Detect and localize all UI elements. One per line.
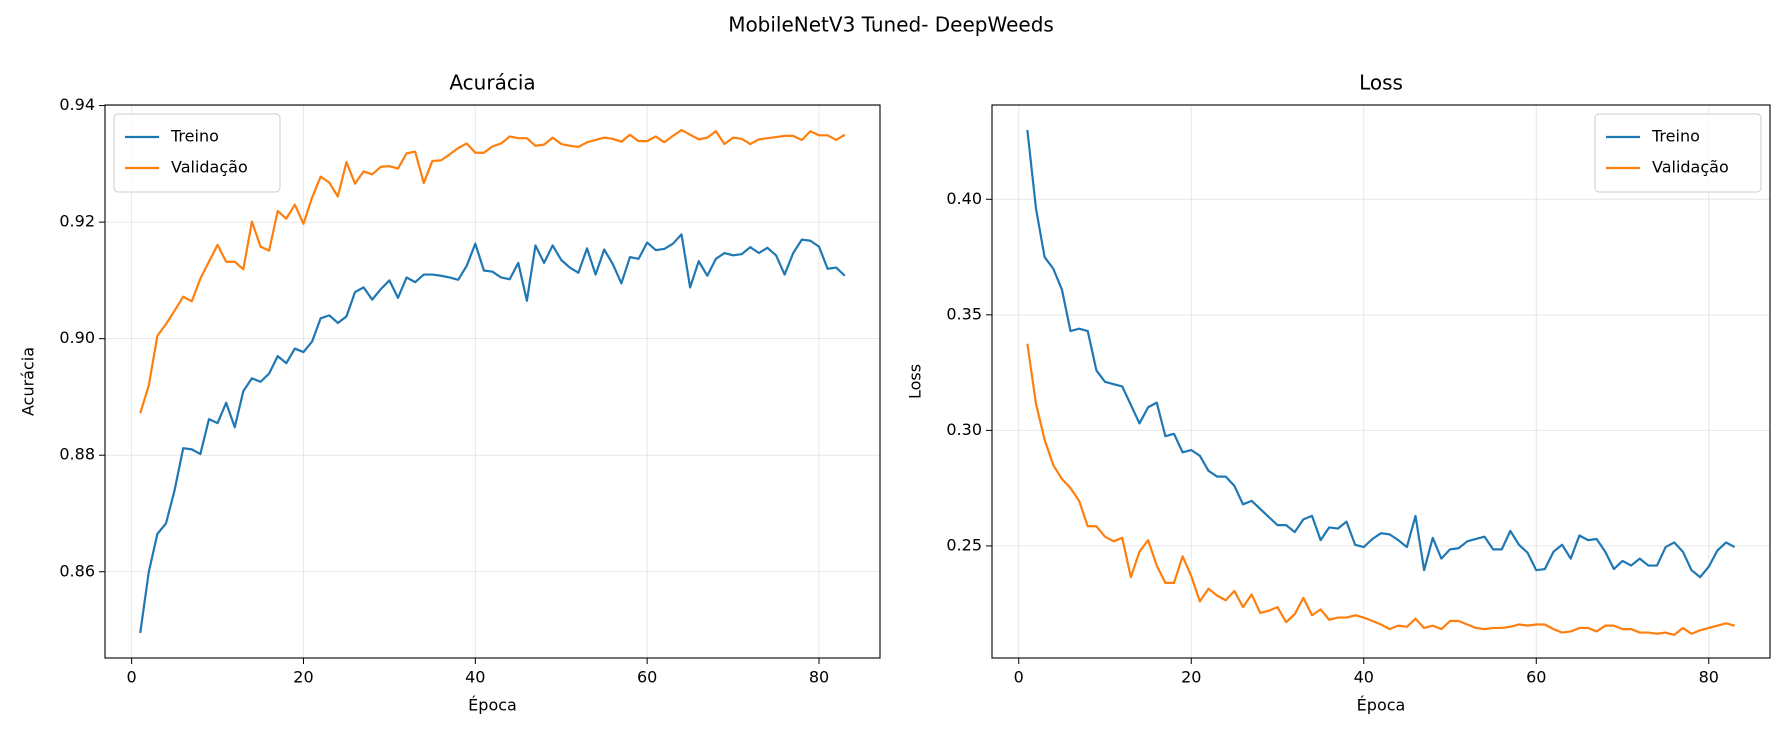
y-axis-label: Loss xyxy=(906,364,925,399)
axes-frame xyxy=(104,104,881,659)
x-tick-label: 40 xyxy=(465,668,485,687)
figure-title: MobileNetV3 Tuned- DeepWeeds xyxy=(728,13,1054,37)
y-tick-label: 0.94 xyxy=(59,95,95,114)
y-tick-label: 0.92 xyxy=(59,212,95,231)
x-tick-label: 80 xyxy=(1699,668,1719,687)
x-tick-label: 60 xyxy=(637,668,657,687)
x-tick-label: 0 xyxy=(1014,668,1024,687)
x-tick-label: 60 xyxy=(1526,668,1546,687)
legend-label: Treino xyxy=(1651,127,1700,146)
legend: Treino Validação xyxy=(1594,113,1762,193)
y-tick-label: 0.86 xyxy=(59,561,95,580)
line-series xyxy=(139,233,846,634)
y-tick-label: 0.88 xyxy=(59,445,95,464)
x-tick-label: 0 xyxy=(127,668,137,687)
legend-label: Treino xyxy=(170,127,219,146)
x-tick-label: 40 xyxy=(1354,668,1374,687)
x-tick-label: 80 xyxy=(809,668,829,687)
axes-frame xyxy=(991,104,1771,659)
y-axis-label: Acurácia xyxy=(19,347,38,416)
x-axis-label: Época xyxy=(468,696,517,715)
y-tick-label: 0.30 xyxy=(946,420,982,439)
x-tick-label: 20 xyxy=(293,668,313,687)
legend-label: Validação xyxy=(1652,158,1729,177)
y-tick-label: 0.35 xyxy=(946,304,982,323)
legend-frame xyxy=(1594,113,1762,193)
line-series xyxy=(1026,129,1736,579)
legend-frame xyxy=(113,113,281,193)
legend-label: Validação xyxy=(171,158,248,177)
x-tick-label: 20 xyxy=(1181,668,1201,687)
axes-title: Loss xyxy=(1359,71,1403,95)
axes-title: Acurácia xyxy=(449,71,535,95)
legend: Treino Validação xyxy=(113,113,281,193)
line-series xyxy=(139,128,846,414)
line-series xyxy=(1026,343,1735,636)
x-axis-label: Época xyxy=(1357,696,1406,715)
y-tick-label: 0.25 xyxy=(946,535,982,554)
y-tick-label: 0.90 xyxy=(59,328,95,347)
y-tick-label: 0.40 xyxy=(946,189,982,208)
